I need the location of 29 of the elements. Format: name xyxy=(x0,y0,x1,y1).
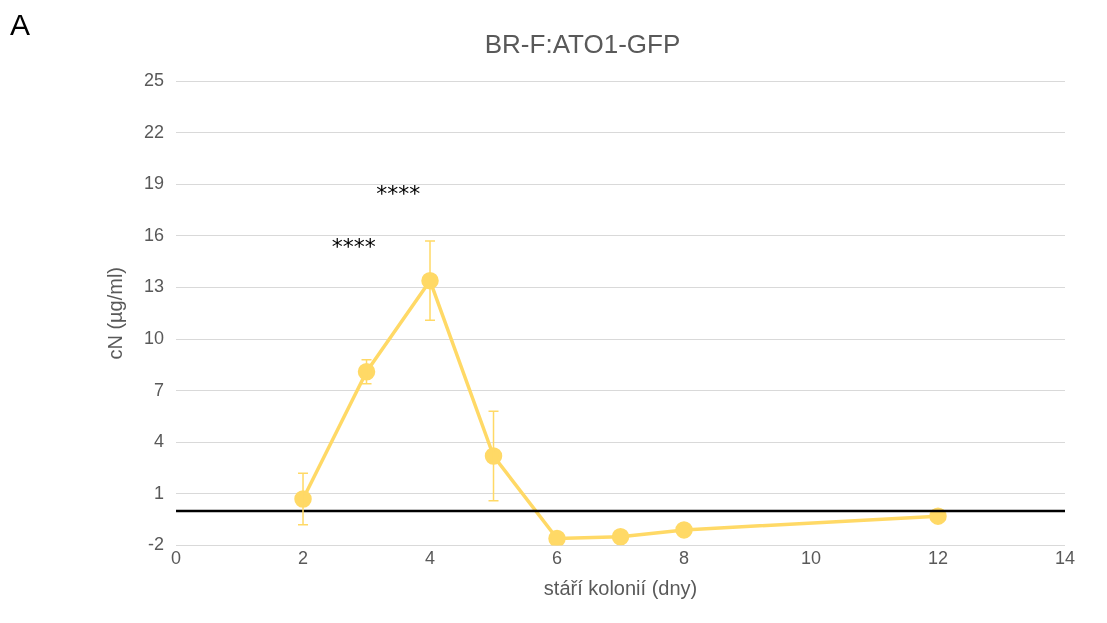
x-tick-label: 12 xyxy=(927,548,949,569)
x-tick-label: 0 xyxy=(171,548,182,569)
point xyxy=(611,528,630,546)
x-tick-label: 14 xyxy=(1054,548,1076,569)
y-tick-label: 1 xyxy=(154,482,165,503)
text: A xyxy=(10,8,31,42)
y-axis-title: cN (µg/ml) xyxy=(103,266,126,360)
y-tick-label: 25 xyxy=(143,70,165,91)
x-axis-title: stáří kolonií (dny) xyxy=(543,576,698,599)
y-tick-label: 16 xyxy=(143,224,165,245)
x-tick-label: 2 xyxy=(298,548,309,569)
point xyxy=(675,521,693,539)
annotation: **** xyxy=(331,234,376,260)
y-tick-label: -2 xyxy=(148,534,165,555)
chart-title: BR-F:ATO1-GFP xyxy=(484,28,681,59)
annotation: **** xyxy=(376,180,421,206)
y-tick-label: 19 xyxy=(143,173,165,194)
y-tick-label: 22 xyxy=(143,121,165,142)
y-tick-label: 4 xyxy=(154,431,165,452)
point xyxy=(548,529,566,546)
x-tick-label: 8 xyxy=(679,548,690,569)
y-tick-label: 7 xyxy=(154,379,165,400)
x-tick-label: 10 xyxy=(800,548,822,569)
x-tick-label: 4 xyxy=(425,548,436,569)
y-tick-label: 10 xyxy=(143,328,165,349)
y-tick-label: 13 xyxy=(143,276,165,297)
point xyxy=(484,447,503,465)
point xyxy=(357,363,376,381)
x-tick-label: 6 xyxy=(552,548,563,569)
